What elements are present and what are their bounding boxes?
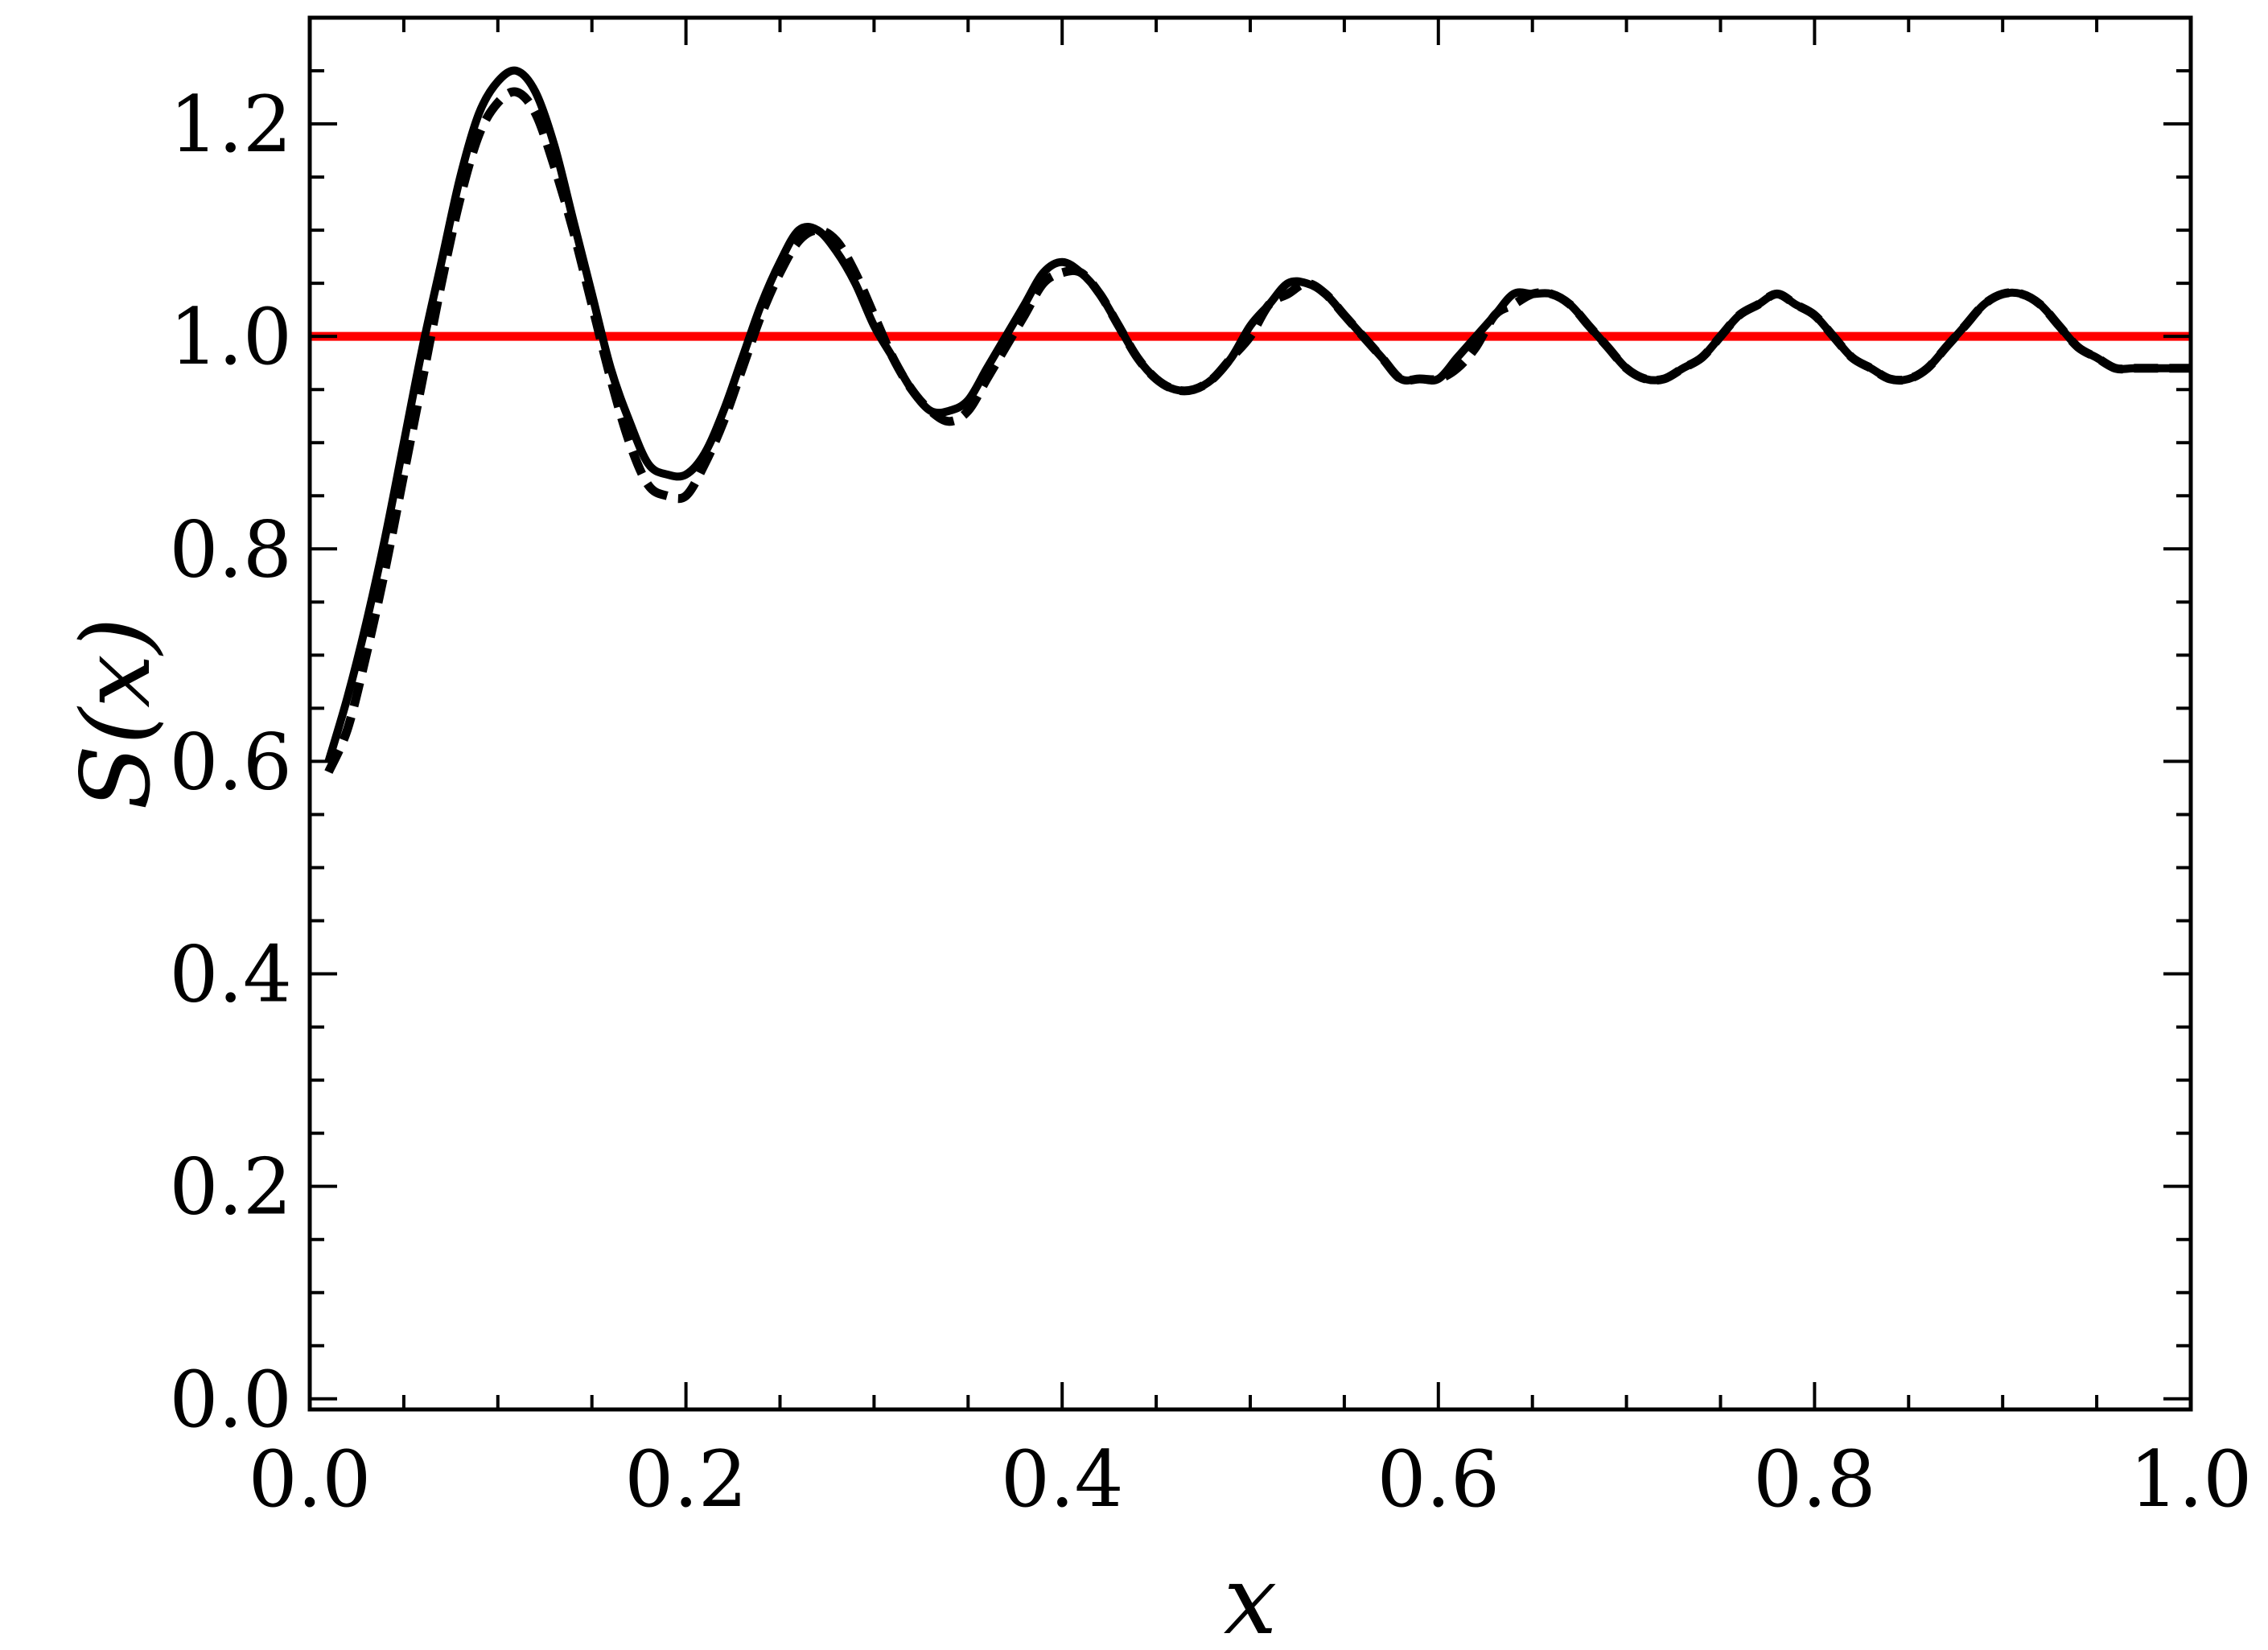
y-tick-label: 0.4 [169, 930, 292, 1020]
series-layer [310, 66, 2191, 774]
x-axis-label: x [1224, 1545, 1278, 1650]
series-line-solid [324, 66, 2191, 763]
ticks-layer [308, 18, 2192, 1409]
y-tick-label: 1.2 [169, 80, 292, 170]
y-axis-label: S(x) [60, 617, 171, 809]
y-tick-label: 1.0 [169, 292, 292, 382]
y-tick-label: 0.6 [169, 717, 292, 807]
tick-labels-layer: 0.0 0.2 0.4 0.6 0.8 1.0 0.0 0.2 0.4 0.6 0.8 1.0 1.2 [169, 80, 2252, 1525]
series-line-dashed [324, 87, 2191, 774]
x-tick-label: 0.2 [624, 1434, 747, 1525]
x-tick-label: 0.6 [1377, 1434, 1500, 1525]
x-tick-label: 0.8 [1753, 1434, 1876, 1525]
y-tick-label: 0.2 [169, 1142, 292, 1232]
plot-frame [307, 15, 2193, 1412]
y-tick-label: 0.8 [169, 504, 292, 595]
x-tick-label: 0.4 [1001, 1434, 1124, 1525]
x-tick-label: 1.0 [2130, 1434, 2253, 1525]
x-tick-label: 0.0 [249, 1434, 372, 1525]
y-tick-label: 0.0 [169, 1355, 292, 1445]
